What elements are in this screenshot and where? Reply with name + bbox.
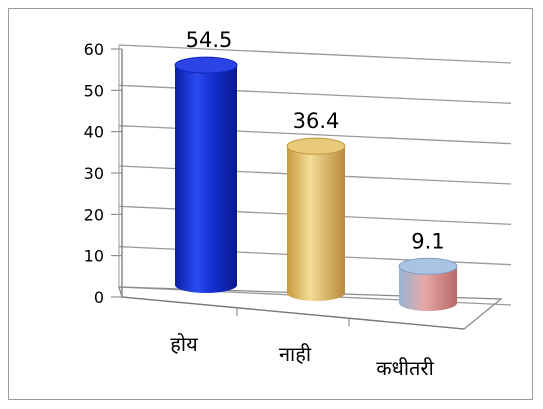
axes [111, 45, 503, 330]
y-tick-labels: 0 10 20 30 40 50 60 [84, 40, 104, 307]
bar-chart: 0 10 20 30 40 50 60 54.5 36.4 9.1 होय नाही कधीतरी [84, 28, 512, 380]
y-tick-label: 30 [84, 164, 104, 183]
category-label: कधीतरी [376, 356, 434, 380]
category-labels: होय नाही कधीतरी [170, 332, 434, 380]
chart-frame: 0 10 20 30 40 50 60 54.5 36.4 9.1 होय नाही कधीतरी [8, 8, 533, 400]
data-label: 36.4 [293, 109, 340, 133]
data-labels: 54.5 36.4 9.1 [186, 28, 445, 253]
y-tick-label: 20 [84, 205, 104, 224]
category-label: नाही [279, 342, 312, 366]
category-label: होय [170, 332, 198, 356]
y-tick-label: 10 [84, 247, 104, 266]
bar-1 [174, 56, 238, 293]
y-tick-label: 50 [84, 81, 104, 100]
data-label: 54.5 [186, 28, 233, 52]
x-axis-line [121, 296, 465, 330]
data-label: 9.1 [411, 229, 444, 253]
bar-2 [286, 137, 346, 301]
y-tick-label: 60 [84, 40, 104, 59]
bars [174, 56, 458, 311]
y-tick-label: 40 [84, 123, 104, 142]
y-tick-label: 0 [94, 288, 104, 307]
bar-3 [398, 257, 458, 311]
gridline [118, 44, 512, 64]
